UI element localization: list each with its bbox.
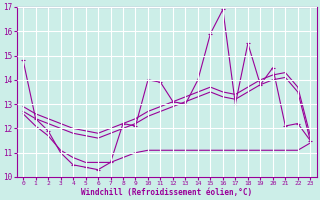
X-axis label: Windchill (Refroidissement éolien,°C): Windchill (Refroidissement éolien,°C) <box>81 188 252 197</box>
